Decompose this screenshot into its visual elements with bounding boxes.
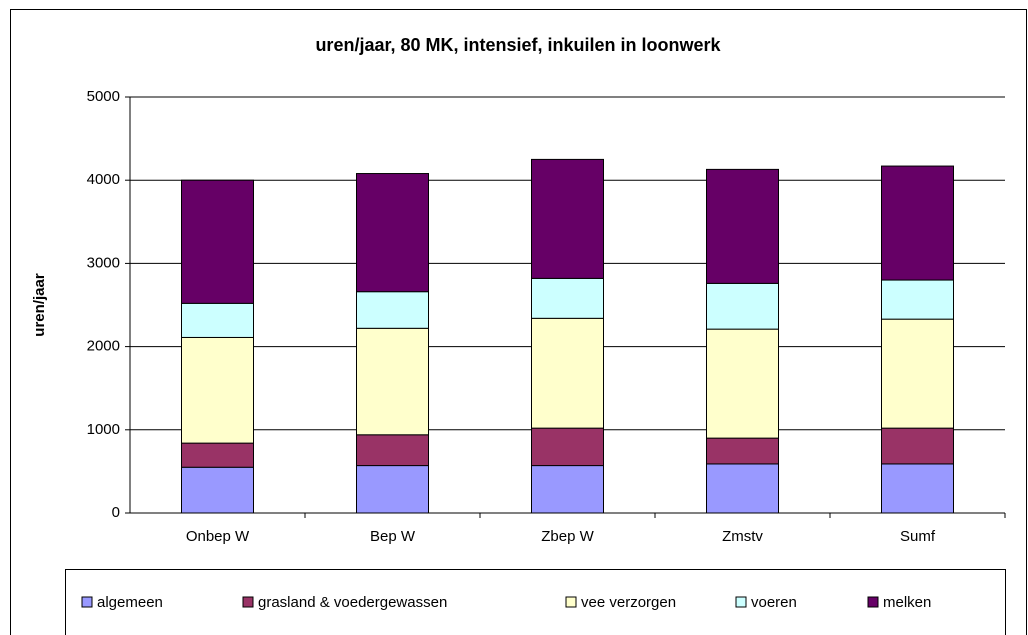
- bar-segment: [181, 179, 254, 304]
- legend-swatch: [867, 596, 879, 608]
- x-tick-label: Onbep W: [186, 528, 250, 545]
- bar-segment: [356, 465, 429, 514]
- bar-segment: [881, 279, 954, 320]
- bar-segment: [706, 282, 779, 330]
- legend-swatch: [242, 596, 254, 608]
- y-tick-label: 1000: [87, 421, 120, 438]
- chart-frame: [10, 9, 1027, 635]
- bar-segment: [531, 427, 604, 467]
- y-tick-label: 4000: [87, 171, 120, 188]
- legend-label: voeren: [751, 594, 797, 611]
- bar-segment: [181, 442, 254, 468]
- y-tick-label: 5000: [87, 88, 120, 105]
- bar-segment: [881, 318, 954, 429]
- bar-segment: [706, 168, 779, 284]
- y-axis-label: uren/jaar: [31, 273, 48, 337]
- x-tick-label: Zmstv: [722, 528, 763, 545]
- bar-segment: [356, 173, 429, 293]
- y-tick-label: 0: [112, 504, 120, 521]
- legend-label: algemeen: [97, 594, 163, 611]
- bar-segment: [181, 336, 254, 444]
- y-tick-label: 2000: [87, 338, 120, 355]
- x-tick-label: Sumf: [900, 528, 936, 545]
- bar-segment: [706, 463, 779, 514]
- legend-box: [65, 569, 1006, 635]
- legend-swatch: [735, 596, 747, 608]
- legend-swatch: [81, 596, 93, 608]
- bar-segment: [531, 158, 604, 279]
- y-tick-label: 3000: [87, 254, 120, 271]
- x-tick-label: Bep W: [370, 528, 416, 545]
- bar-segment: [531, 277, 604, 319]
- bar-segment: [356, 434, 429, 467]
- legend-swatch: [565, 596, 577, 608]
- bar-segment: [881, 165, 954, 281]
- bar-segment: [881, 463, 954, 514]
- legend-label: grasland & voedergewassen: [258, 594, 447, 611]
- bar-segment: [356, 291, 429, 329]
- x-tick-label: Zbep W: [541, 528, 594, 545]
- legend-label: vee verzorgen: [581, 594, 676, 611]
- bar-segment: [706, 328, 779, 439]
- bar-segment: [181, 466, 254, 514]
- bar-segment: [181, 302, 254, 338]
- bar-segment: [531, 317, 604, 429]
- bar-segment: [706, 437, 779, 465]
- chart-title: uren/jaar, 80 MK, intensief, inkuilen in…: [315, 35, 721, 55]
- bar-segment: [356, 327, 429, 436]
- legend-label: melken: [883, 594, 931, 611]
- bar-segment: [531, 465, 604, 514]
- bar-segment: [881, 427, 954, 465]
